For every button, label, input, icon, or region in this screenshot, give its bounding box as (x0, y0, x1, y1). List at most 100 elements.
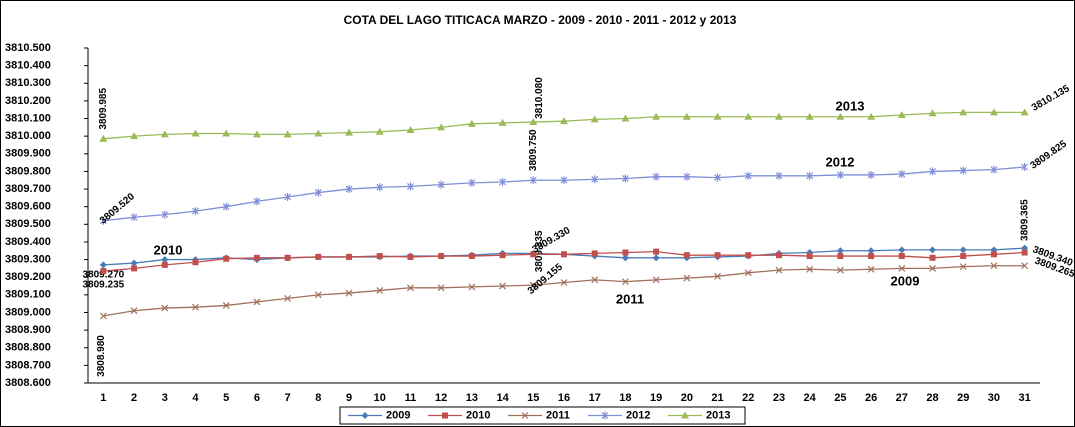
marker (499, 252, 506, 259)
x-tick-label: 13 (466, 392, 478, 404)
x-tick-label: 9 (346, 392, 352, 404)
marker (590, 115, 599, 123)
data-label: 3809.335 (534, 230, 545, 272)
x-tick-label: 21 (711, 392, 723, 404)
marker (222, 301, 230, 309)
marker (376, 287, 384, 294)
y-tick-label: 3808.900 (5, 324, 51, 336)
data-label: 3809.270 (82, 270, 124, 281)
marker (898, 170, 906, 179)
marker (929, 264, 936, 272)
marker (928, 109, 937, 117)
marker (837, 253, 844, 260)
x-tick-label: 16 (558, 392, 570, 404)
marker (530, 251, 537, 258)
marker (652, 112, 661, 120)
x-tick-label: 27 (896, 392, 908, 404)
x-tick-label: 22 (742, 392, 754, 404)
data-label: 3808.980 (96, 335, 107, 377)
x-tick-label: 3 (162, 392, 168, 404)
marker (161, 261, 168, 268)
marker (652, 276, 660, 284)
marker (375, 127, 384, 135)
legend-marker (361, 412, 369, 419)
marker (130, 307, 138, 315)
marker (744, 269, 752, 277)
x-tick-label: 10 (374, 392, 386, 404)
x-tick-label: 28 (926, 392, 938, 404)
marker (315, 253, 322, 260)
marker (591, 175, 599, 184)
marker (284, 192, 292, 201)
y-tick-label: 3809.400 (5, 236, 51, 248)
marker (160, 130, 169, 138)
y-tick-label: 3810.100 (5, 112, 51, 124)
marker (714, 272, 721, 280)
y-tick-label: 3810.300 (5, 77, 51, 89)
y-tick-label: 3810.500 (5, 42, 51, 54)
marker (345, 185, 353, 194)
marker (653, 248, 660, 255)
marker (222, 129, 231, 137)
marker (529, 176, 537, 185)
marker (621, 254, 629, 262)
marker (192, 259, 199, 266)
marker (775, 252, 782, 259)
marker (407, 284, 414, 292)
y-tick-label: 3810.200 (5, 95, 51, 107)
marker (468, 253, 475, 260)
y-tick-label: 3809.300 (5, 253, 51, 265)
marker (774, 112, 783, 120)
x-tick-label: 30 (988, 392, 1000, 404)
legend-marker (681, 411, 689, 419)
marker (561, 251, 567, 258)
marker (836, 266, 844, 274)
marker (683, 172, 691, 181)
marker (806, 265, 814, 273)
marker (252, 130, 261, 138)
marker (314, 129, 323, 137)
marker (468, 178, 476, 187)
marker (467, 119, 476, 127)
y-tick-label: 3809.100 (5, 289, 51, 301)
marker (437, 284, 445, 292)
x-tick-label: 26 (865, 392, 877, 404)
marker (898, 246, 906, 254)
marker (161, 210, 169, 219)
marker (130, 259, 138, 267)
marker (253, 197, 261, 206)
data-label: 3809.365 (1019, 199, 1030, 241)
legend-marker (521, 412, 529, 419)
marker (745, 252, 752, 259)
series-name-label: 2010 (154, 242, 183, 257)
marker (898, 264, 906, 272)
marker (529, 281, 537, 289)
marker (99, 216, 107, 225)
marker (131, 265, 138, 272)
series-name-label: 2011 (616, 291, 644, 306)
x-tick-label: 23 (773, 392, 785, 404)
marker (284, 254, 291, 261)
marker (989, 108, 998, 116)
marker (867, 265, 875, 273)
x-tick-label: 1 (100, 392, 106, 404)
marker (376, 183, 384, 192)
y-tick-label: 3809.700 (5, 183, 51, 195)
marker (99, 261, 107, 269)
marker (1020, 108, 1029, 116)
marker (714, 252, 721, 259)
marker (100, 268, 107, 275)
y-tick-label: 3808.600 (5, 377, 51, 389)
x-tick-label: 18 (619, 392, 631, 404)
marker (591, 250, 598, 257)
marker (437, 180, 445, 189)
x-tick-label: 25 (834, 392, 846, 404)
legend: 2009 2010 2011 2012 2013 (339, 406, 746, 425)
y-tick-label: 3810.000 (5, 130, 51, 142)
legend-label: 2013 (706, 409, 730, 421)
marker (529, 118, 538, 126)
marker (990, 262, 998, 270)
legend-label: 2009 (386, 409, 410, 421)
marker (314, 291, 322, 299)
marker (314, 188, 322, 197)
